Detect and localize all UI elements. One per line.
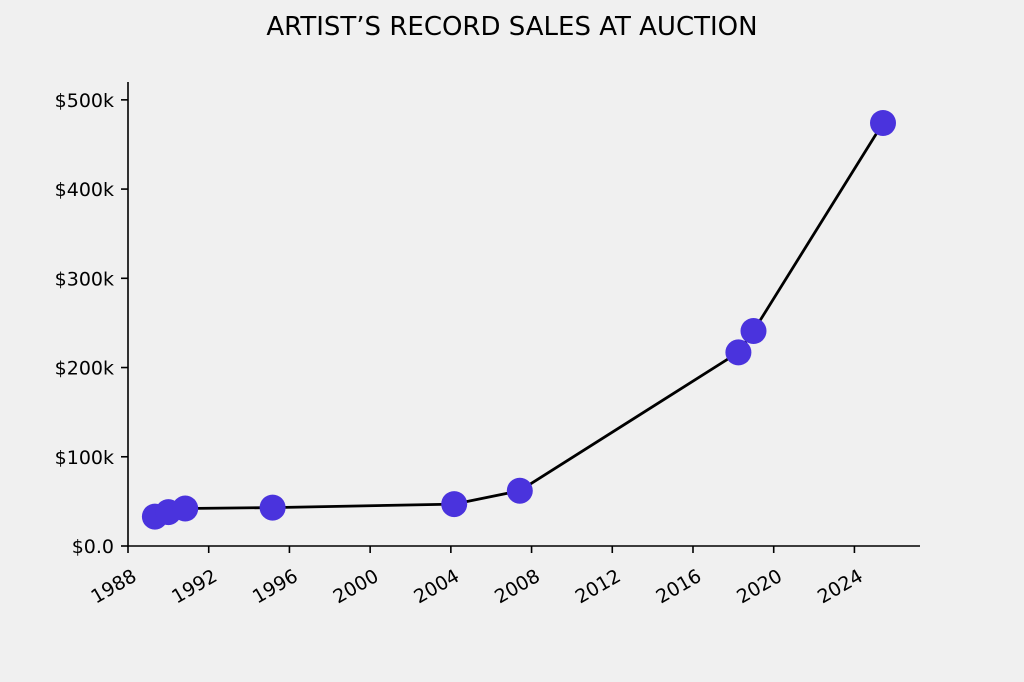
data-point (725, 339, 752, 366)
series-layer (141, 110, 896, 530)
x-tick-label: 1988 (87, 565, 140, 608)
axes-layer (127, 82, 920, 547)
x-tick-label: 1992 (168, 565, 221, 608)
x-tick-label: 2020 (733, 565, 786, 608)
data-point (506, 477, 533, 504)
x-tick-label: 2016 (652, 565, 705, 608)
x-tick-label: 2004 (410, 565, 463, 608)
axis-spines (127, 82, 920, 547)
x-tick-label: 2012 (572, 565, 625, 608)
chart-title: ARTIST’S RECORD SALES AT AUCTION (266, 12, 757, 42)
x-tick-label: 2008 (491, 565, 544, 608)
data-point (172, 495, 199, 522)
y-tick-label: $300k (55, 268, 114, 290)
data-point (259, 494, 286, 521)
y-tick-label: $100k (55, 447, 114, 469)
data-point (441, 491, 468, 518)
y-tick-label: $400k (55, 179, 114, 201)
data-point (870, 110, 896, 136)
x-tick-label: 2000 (330, 565, 383, 608)
series-line (154, 122, 885, 518)
data-point (740, 318, 767, 344)
y-tick-label: $200k (55, 358, 114, 380)
x-tick-label: 2024 (814, 565, 867, 608)
y-tick-label: $0.0 (72, 536, 114, 558)
x-tick-label: 1996 (249, 565, 302, 608)
y-tick-label: $500k (55, 90, 114, 112)
